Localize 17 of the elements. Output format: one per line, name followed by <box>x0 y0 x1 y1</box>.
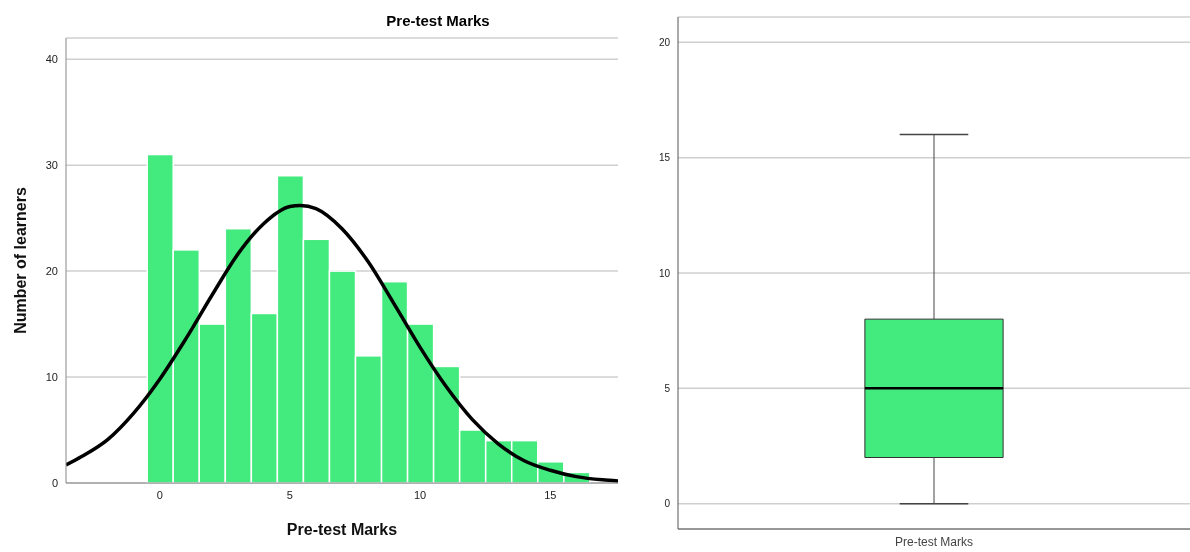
x-tick-label: 10 <box>413 488 427 501</box>
y-tick-label: 5 <box>664 382 671 394</box>
y-tick-label: 0 <box>51 476 58 489</box>
chart-title: Pre-test Marks <box>385 12 491 29</box>
y-tick-label: 40 <box>45 53 58 66</box>
y-tick-label: 10 <box>45 370 58 383</box>
y-tick-label: 15 <box>658 152 671 164</box>
y-tick-label: 20 <box>45 265 58 277</box>
x-tick-label: 0 <box>156 488 163 501</box>
y-tick-label: 0 <box>664 498 671 510</box>
x-axis-title: Pre-test Marks <box>286 521 398 538</box>
y-tick-label: 20 <box>658 36 671 48</box>
x-tick-label: 5 <box>286 488 293 501</box>
x-tick-label: 15 <box>544 488 557 501</box>
y-tick-label: 10 <box>658 267 671 279</box>
y-tick-label: 30 <box>45 159 58 172</box>
y-axis-title: Number of learners <box>11 187 29 334</box>
